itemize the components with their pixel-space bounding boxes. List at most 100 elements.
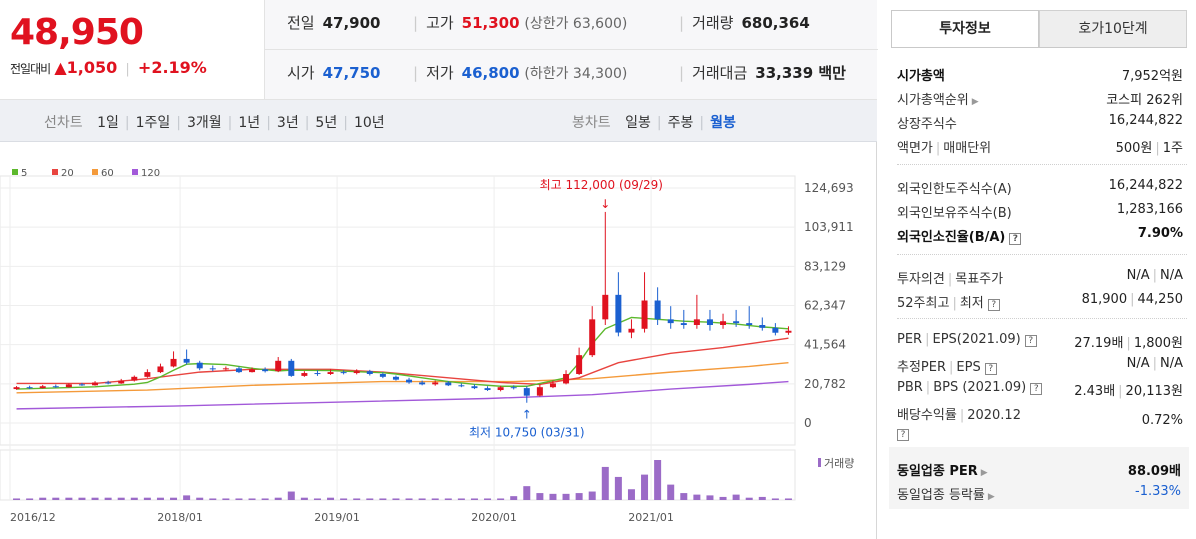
- line-period-option[interactable]: 10년: [353, 115, 385, 131]
- low-annotation: 최저 10,750 (03/31): [469, 426, 585, 440]
- sector-section: 동일업종 PER ▶ 88.09배 동일업종 등락률 ▶ -1.33%: [889, 447, 1189, 509]
- volume-bar: [784, 498, 792, 500]
- candle: [720, 321, 727, 325]
- help-icon[interactable]: ?: [1009, 233, 1022, 245]
- prev-close: 전일 47,900: [287, 14, 381, 32]
- volume-bar: [693, 494, 701, 500]
- legend-label: 120: [141, 168, 160, 179]
- volume-bar: [588, 491, 596, 500]
- volume-bar: [313, 498, 321, 500]
- line-period-option[interactable]: 1주일: [135, 115, 171, 131]
- high-annotation: 최고 112,000 (09/29): [540, 178, 663, 192]
- y-tick-label: 103,911: [804, 220, 854, 234]
- volume-bar: [745, 497, 753, 500]
- volume-bar: [274, 497, 282, 500]
- candle-period-option[interactable]: 월봉: [710, 115, 736, 131]
- volume-bar: [156, 497, 164, 500]
- volume-legend-swatch: [818, 458, 821, 467]
- market-cap-rank-link[interactable]: 시가총액순위 ▶ 코스피 262위: [897, 93, 1183, 108]
- volume-bar: [379, 498, 387, 500]
- volume-legend-label: 거래량: [824, 457, 854, 470]
- candle: [13, 387, 20, 390]
- foreign-section: 외국인한도주식수(A) 16,244,822 외국인보유주식수(B) 1,283,1…: [897, 164, 1187, 248]
- volume-bar: [719, 496, 727, 500]
- change-amount: 1,050: [66, 58, 118, 77]
- sector-per-link[interactable]: 동일업종 PER ▶ 88.09배: [897, 464, 1181, 479]
- candle: [209, 368, 216, 370]
- candle: [118, 380, 125, 384]
- candle: [445, 382, 452, 386]
- help-icon[interactable]: ?: [897, 429, 909, 441]
- volume-bar: [196, 497, 204, 500]
- candle: [52, 386, 59, 388]
- x-tick-label: 2018/01: [157, 511, 203, 524]
- line-period-option[interactable]: 1년: [238, 115, 261, 131]
- arrow-right-icon: ▶: [980, 468, 988, 478]
- candle: [78, 384, 85, 386]
- stock-main-panel: 48,950 전일대비 ▲1,050 | +2.19% 전일 47,900 | 고가…: [0, 0, 878, 539]
- volume-bar: [771, 498, 779, 500]
- candle: [549, 383, 556, 388]
- line-period-option[interactable]: 5년: [315, 115, 338, 131]
- volume-bar: [261, 498, 269, 500]
- price-summary: 48,950 전일대비 ▲1,050 | +2.19%: [0, 0, 264, 100]
- volume-bar: [627, 489, 635, 500]
- help-icon[interactable]: ?: [1024, 335, 1037, 347]
- help-icon[interactable]: ?: [1030, 383, 1043, 395]
- candle: [262, 369, 269, 372]
- candle: [92, 382, 99, 386]
- candle-period-option[interactable]: 주봉: [667, 115, 694, 131]
- y-tick-label: 41,564: [804, 338, 846, 352]
- candle: [680, 323, 687, 325]
- volume-bar: [340, 498, 348, 500]
- volume-bar: [183, 495, 191, 500]
- sector-change-link[interactable]: 동일업종 등락률 ▶ -1.33%: [897, 484, 1181, 503]
- candle: [249, 369, 256, 373]
- tab-orderbook[interactable]: 호가10단계: [1039, 10, 1187, 48]
- volume-bar: [575, 493, 583, 500]
- x-tick-label: 2021/01: [628, 511, 674, 524]
- volume-bar: [497, 498, 505, 500]
- volume-bar: [444, 498, 452, 500]
- line-period-option[interactable]: 1일: [97, 115, 119, 131]
- candle: [406, 379, 413, 383]
- y-tick-label: 20,782: [804, 377, 846, 391]
- ma60-line: [16, 361, 789, 394]
- line-period-option[interactable]: 3년: [276, 115, 299, 131]
- volume-bar: [170, 497, 178, 500]
- candle: [39, 386, 46, 389]
- volume-bar: [300, 497, 308, 500]
- candle: [628, 328, 635, 333]
- quote-info: 전일 47,900 | 고가 51,300 (상한가 63,600) | 거래량 680,…: [264, 0, 878, 100]
- candle: [235, 368, 242, 373]
- volume-bar: [26, 498, 34, 500]
- tab-invest-info[interactable]: 투자정보: [891, 10, 1039, 48]
- candle: [706, 319, 713, 325]
- candle: [314, 373, 321, 375]
- volume-bar: [130, 497, 138, 500]
- line-period-option[interactable]: 3개월: [187, 115, 222, 131]
- candle-period-option[interactable]: 일봉: [625, 115, 651, 131]
- volume-bar: [484, 498, 492, 500]
- volume-bar: [209, 498, 217, 500]
- volume-bar: [13, 498, 21, 500]
- volume-bar: [667, 484, 675, 500]
- stock-chart[interactable]: 5 20 60 120 124,693 103,911 83,129 62,347 41,564…: [0, 158, 876, 539]
- candle: [432, 382, 439, 385]
- candle: [589, 319, 596, 356]
- help-icon[interactable]: ?: [984, 363, 997, 375]
- candle: [157, 366, 164, 373]
- price-change: 전일대비 ▲1,050 | +2.19%: [10, 58, 207, 77]
- open-price: 시가 47,750: [287, 64, 381, 82]
- help-icon[interactable]: ?: [987, 299, 1000, 311]
- current-price: 48,950: [10, 12, 144, 53]
- volume-bar: [431, 498, 439, 500]
- candle: [772, 327, 779, 333]
- high-price: | 고가 51,300 (상한가 63,600): [413, 14, 628, 32]
- volume-bar: [680, 493, 688, 500]
- volume-bar: [327, 497, 335, 500]
- candle: [105, 382, 112, 384]
- candle: [602, 294, 609, 320]
- candle: [131, 376, 138, 381]
- candle: [641, 300, 648, 329]
